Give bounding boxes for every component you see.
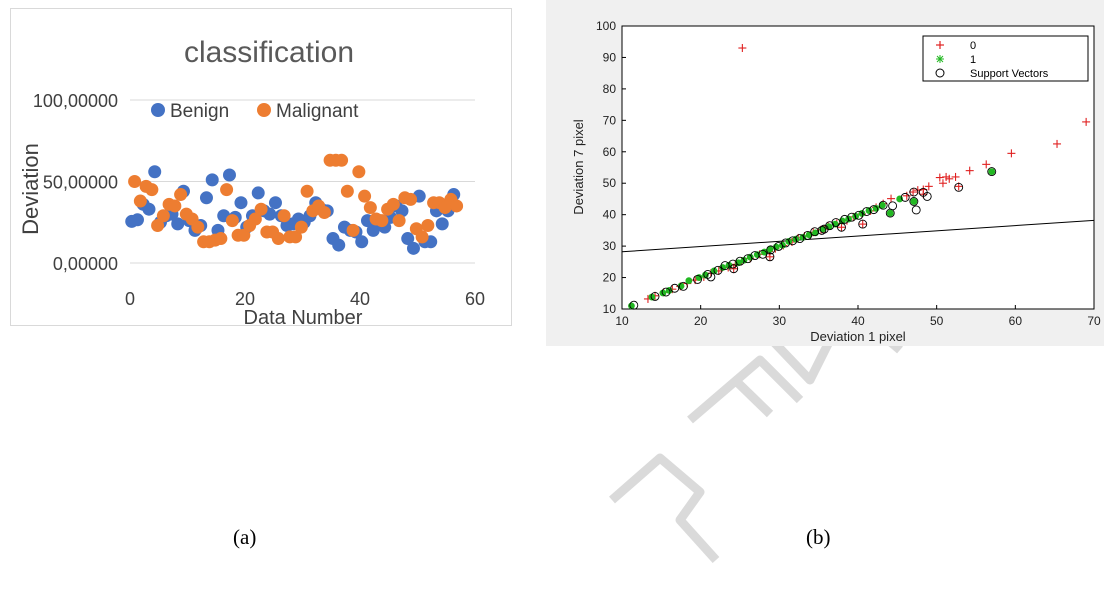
chart-b-xtick-label: 30 [773, 314, 787, 328]
chart-b-ytick-label: 60 [603, 145, 617, 159]
chart-a-ylabel: Deviation [18, 143, 43, 235]
benign-point [332, 239, 345, 252]
malignant-point [387, 198, 400, 211]
chart-a-xtick-label: 20 [235, 289, 255, 309]
malignant-point [318, 206, 331, 219]
class1-point [660, 290, 667, 297]
chart-b-ytick-label: 70 [603, 113, 617, 127]
class1-point [910, 198, 917, 205]
malignant-point [168, 199, 181, 212]
class1-point [685, 277, 692, 284]
malignant-point [301, 185, 314, 198]
chart-b-ytick-label: 40 [603, 208, 617, 222]
class1-point [896, 196, 903, 203]
benign-point [407, 242, 420, 255]
benign-point [131, 213, 144, 226]
chart-b-xtick-label: 50 [930, 314, 944, 328]
benign-point [206, 173, 219, 186]
benign-point [234, 196, 247, 209]
legend-benign-label: Benign [170, 101, 229, 122]
malignant-point [174, 188, 187, 201]
benign-point [355, 235, 368, 248]
benign-point [252, 186, 265, 199]
chart-a-title: classification [184, 36, 354, 69]
chart-b: 102030405060708090100 10 20 30 40 50 60 70 Dev… [546, 0, 1104, 346]
malignant-point [375, 214, 388, 227]
malignant-point [295, 221, 308, 234]
malignant-point [421, 219, 434, 232]
chart-b-ytick-label: 10 [603, 302, 617, 316]
benign-point [148, 165, 161, 178]
chart-b-xtick-label: 60 [1009, 314, 1023, 328]
chart-a-xtick-label: 0 [125, 289, 135, 309]
chart-a-xtick-label: 60 [465, 289, 485, 309]
legend-sv-label: Support Vectors [970, 68, 1049, 80]
legend-class1-marker [936, 55, 944, 63]
malignant-point [358, 190, 371, 203]
legend-malignant-label: Malignant [276, 101, 359, 122]
legend-class1-label: 1 [970, 54, 976, 66]
malignant-point [450, 199, 463, 212]
malignant-point [214, 232, 227, 245]
malignant-point [393, 214, 406, 227]
malignant-point [255, 203, 268, 216]
legend-malignant-marker [257, 103, 271, 117]
benign-point [269, 196, 282, 209]
malignant-point [191, 221, 204, 234]
chart-b-ytick-label: 50 [603, 176, 617, 190]
malignant-point [364, 201, 377, 214]
legend-benign-marker [151, 103, 165, 117]
malignant-point [341, 185, 354, 198]
malignant-point [134, 195, 147, 208]
panel-label-b: (b) [806, 525, 831, 550]
malignant-point [220, 183, 233, 196]
malignant-point [335, 154, 348, 167]
chart-a-ytick-label: 100,00000 [33, 91, 118, 111]
chart-a-ytick-label: 50,00000 [43, 173, 118, 193]
class1-point [988, 168, 995, 175]
chart-b-ytick-label: 90 [603, 50, 617, 64]
chart-b-xlabel: Deviation 1 pixel [810, 329, 905, 344]
chart-a-ytick-label: 0,00000 [53, 254, 118, 274]
benign-point [436, 217, 449, 230]
chart-b-ytick-label: 30 [603, 239, 617, 253]
chart-b-legend: 0 1 Support Vectors [923, 36, 1088, 81]
chart-a: 0,00000 50,00000 100,00000 0 20 40 60 classif… [10, 8, 512, 326]
benign-point [223, 168, 236, 181]
chart-b-ytick-label: 100 [596, 19, 616, 33]
malignant-point [278, 209, 291, 222]
malignant-point [352, 165, 365, 178]
class1-point [887, 210, 894, 217]
malignant-point [128, 175, 141, 188]
chart-b-ytick-label: 20 [603, 271, 617, 285]
legend-class0-label: 0 [970, 40, 976, 52]
malignant-point [145, 183, 158, 196]
malignant-point [272, 232, 285, 245]
benign-point [200, 191, 213, 204]
chart-b-xtick-label: 40 [851, 314, 865, 328]
malignant-point [404, 193, 417, 206]
malignant-point [157, 209, 170, 222]
chart-b-ylabel: Deviation 7 pixel [571, 119, 586, 214]
chart-b-xtick-label: 20 [694, 314, 708, 328]
malignant-point [347, 224, 360, 237]
chart-a-xlabel: Data Number [244, 307, 363, 326]
panel-label-a: (a) [233, 525, 256, 550]
malignant-point [416, 230, 429, 243]
chart-b-xtick-label: 70 [1087, 314, 1101, 328]
chart-a-xtick-label: 40 [350, 289, 370, 309]
chart-b-ytick-label: 80 [603, 82, 617, 96]
benign-point [171, 217, 184, 230]
chart-b-xtick-label: 10 [615, 314, 629, 328]
malignant-point [226, 214, 239, 227]
